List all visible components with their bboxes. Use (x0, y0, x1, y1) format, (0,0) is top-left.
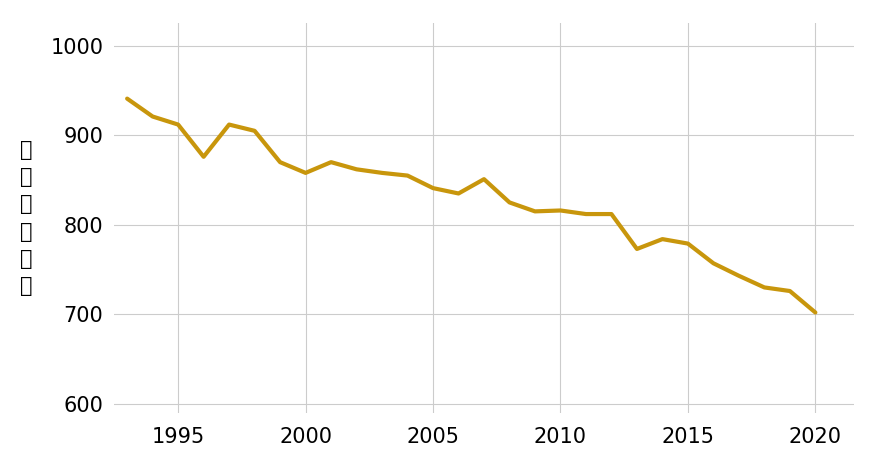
Text: ト: ト (20, 167, 33, 187)
Text: 量: 量 (20, 276, 33, 296)
Text: （: （ (20, 140, 33, 160)
Text: 需: 需 (20, 222, 33, 242)
Text: ）: ） (20, 195, 33, 214)
Text: 要: 要 (20, 249, 33, 269)
